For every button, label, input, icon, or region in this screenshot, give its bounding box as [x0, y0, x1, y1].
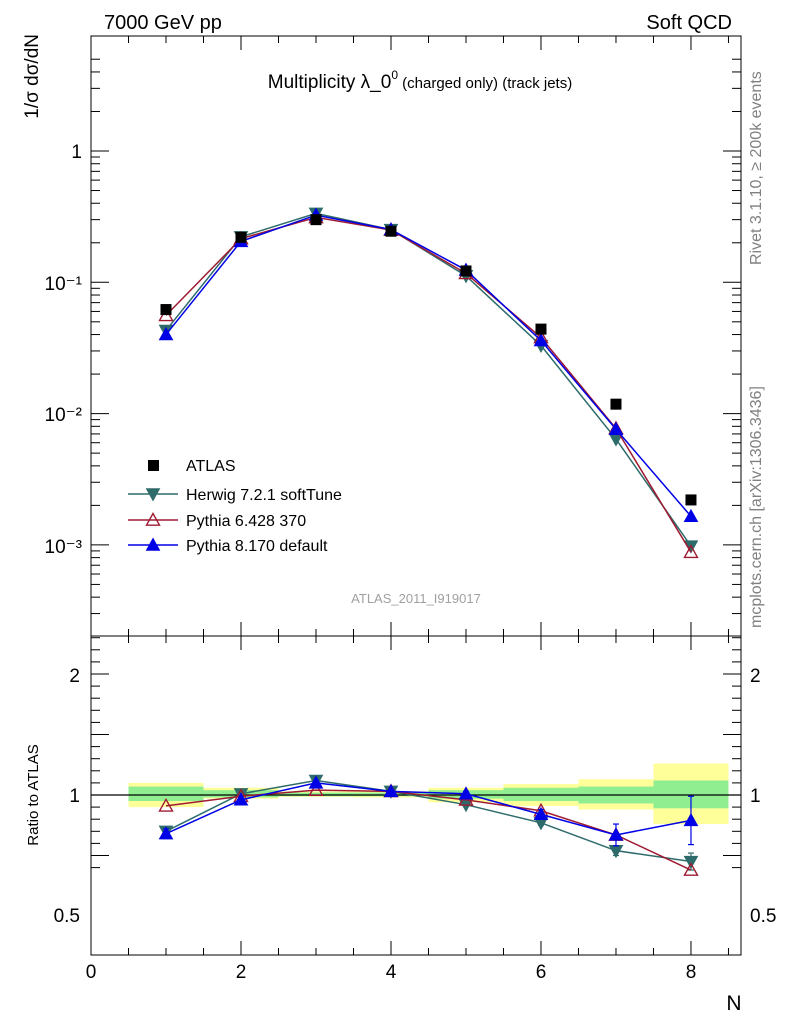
ratio-point-pythia8-7	[608, 827, 624, 841]
y-tick-label-1e-1: 10⁻¹	[45, 274, 83, 295]
ratio-y-tick-1-right: 1	[750, 786, 761, 807]
main-point-pythia6-8	[683, 544, 699, 559]
main-point-pythia8-8	[683, 508, 699, 523]
main-point-pythia8-6	[533, 333, 549, 347]
main-point-pythia8-1	[158, 327, 174, 341]
y-tick-label-1: 1	[71, 142, 82, 163]
x-axis-label: N	[726, 992, 741, 1015]
x-tick-label-8: 8	[686, 962, 697, 983]
main-point-atlas-8	[685, 494, 697, 506]
main-point-atlas-3	[310, 214, 322, 226]
x-tick-label-6: 6	[536, 962, 547, 983]
chart-title: Multiplicity λ_00 (charged only) (track …	[268, 68, 572, 93]
ratio-point-pythia8-4	[383, 783, 399, 798]
main-point-pythia8-7	[608, 421, 624, 435]
y-tick-label-1e-3: 10⁻³	[45, 537, 83, 558]
ratio-point-pythia8-1	[158, 826, 174, 840]
ratio-point-pythia8-6	[533, 806, 549, 821]
legend-label-pythia8: Pythia 8.170 default	[186, 538, 328, 555]
ratio-point-pythia6-3	[308, 782, 324, 797]
ratio-point-pythia6-8	[683, 862, 699, 876]
ratio-y-tick-0.5-left: 0.5	[54, 906, 80, 927]
legend-label-herwig: Herwig 7.2.1 softTune	[186, 487, 342, 504]
main-point-atlas-4	[385, 225, 397, 237]
ratio-y-tick-0.5-right: 0.5	[750, 906, 776, 927]
ratio-point-pythia8-5	[458, 786, 474, 800]
legend-marker-pythia8	[145, 537, 161, 551]
ratio-point-pythia8-3	[308, 775, 324, 789]
legend-label-atlas: ATLAS	[186, 458, 236, 475]
legend-marker-pythia6	[145, 512, 161, 526]
ratio-y-tick-2-left: 2	[69, 666, 80, 687]
chart-title-sup: 0	[391, 68, 398, 82]
main-point-atlas-2	[235, 231, 247, 243]
x-tick-label-0: 0	[86, 962, 97, 983]
main-point-atlas-1	[160, 304, 172, 316]
x-tick-label-4: 4	[386, 962, 397, 983]
x-tick-label-2: 2	[236, 962, 247, 983]
ratio-band-inner-6	[503, 787, 579, 802]
main-point-atlas-5	[460, 265, 472, 277]
legend-marker-herwig	[145, 488, 161, 502]
main-y-axis-label: 1/σ dσ/dN	[22, 34, 43, 119]
y-tick-label-1e-2: 10⁻²	[45, 405, 83, 426]
ratio-band-inner-3	[278, 792, 354, 797]
ratio-point-pythia8-2	[233, 792, 249, 806]
main-line-pythia8	[165, 214, 692, 517]
mcplots-label: mcplots.cern.ch [arXiv:1306.3436]	[748, 386, 765, 628]
legend-label-pythia6: Pythia 6.428 370	[186, 513, 306, 530]
main-point-atlas-7	[610, 398, 622, 410]
chart-marks	[90, 35, 742, 956]
analysis-watermark: ATLAS_2011_I919017	[351, 591, 481, 606]
ratio-y-axis-label: Ratio to ATLAS	[25, 744, 42, 845]
legend-marker-atlas	[148, 460, 159, 471]
ratio-point-pythia8-8	[683, 812, 699, 827]
header-energy: 7000 GeV pp	[104, 12, 222, 34]
ratio-line-pythia8	[165, 782, 692, 836]
ratio-point-pythia6-1	[158, 797, 174, 812]
ratio-y-tick-1-left: 1	[69, 786, 80, 807]
header-category: Soft QCD	[646, 12, 732, 34]
chart-title-suffix: (charged only) (track jets)	[398, 75, 572, 92]
main-line-herwig	[165, 212, 692, 547]
rivet-label: Rivet 3.1.10, ≥ 200k events	[748, 71, 765, 265]
main-point-atlas-6	[535, 323, 547, 335]
ratio-band-inner-1	[128, 786, 204, 802]
ratio-line-herwig	[165, 779, 692, 863]
ratio-y-tick-2-right: 2	[750, 666, 761, 687]
chart-title-main: Multiplicity λ_0	[268, 72, 392, 93]
